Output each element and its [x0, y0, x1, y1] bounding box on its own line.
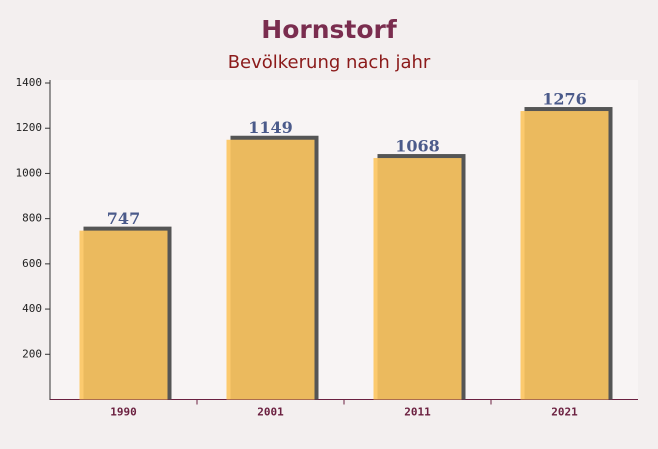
x-tick-label: 2021 — [551, 406, 578, 419]
y-tick-label: 600 — [22, 257, 42, 270]
value-label: 1276 — [542, 90, 587, 109]
value-label: 1149 — [248, 118, 293, 137]
y-tick-label: 1000 — [16, 166, 43, 179]
chart-subtitle: Bevölkerung nach jahr — [228, 52, 431, 73]
y-tick-label: 1200 — [16, 121, 43, 134]
bar — [373, 158, 462, 400]
y-tick-label: 1400 — [16, 76, 43, 89]
chart-title: Hornstorf — [261, 15, 398, 44]
y-tick-label: 800 — [22, 212, 42, 225]
y-tick-label: 400 — [22, 302, 42, 315]
bar — [226, 139, 315, 400]
bar — [520, 111, 609, 400]
x-tick-label: 2011 — [404, 406, 431, 419]
x-tick-label: 1990 — [110, 406, 137, 419]
y-tick-label: 200 — [22, 347, 42, 360]
value-label: 747 — [107, 209, 140, 228]
x-tick-label: 2001 — [257, 406, 284, 419]
bar — [79, 230, 168, 400]
value-label: 1068 — [395, 137, 440, 156]
